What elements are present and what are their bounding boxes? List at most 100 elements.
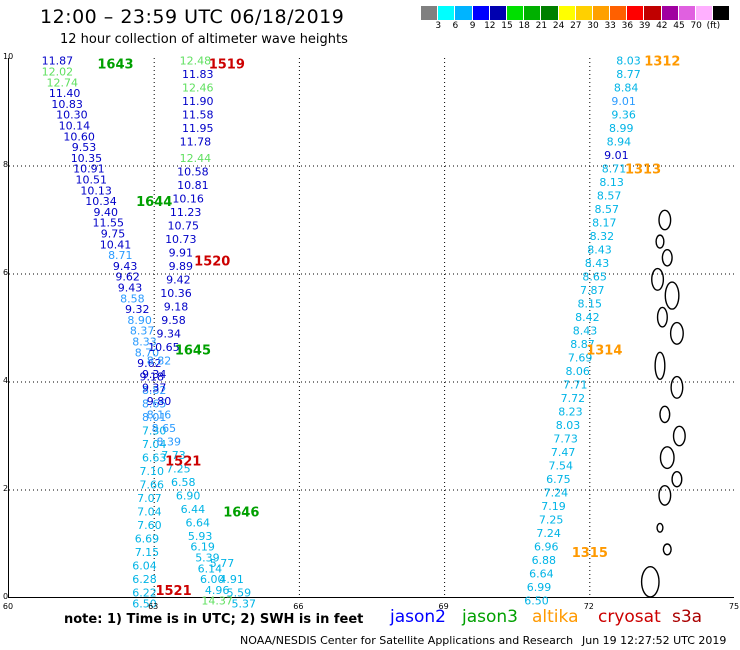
map-plot-area[interactable]: 11.87 12.02 12.74 11.40 10.83 10.30 10.14 10.60… [8, 55, 735, 610]
wave-height-value: 6.50 [524, 595, 549, 608]
wave-height-value: 11.95 [182, 122, 214, 135]
color-swatch [713, 6, 731, 20]
wave-height-value: 6.04 [132, 560, 157, 573]
wave-height-value: 10.35 [71, 152, 103, 165]
wave-height-value: 11.90 [182, 95, 214, 108]
wave-height-value: 9.75 [101, 228, 126, 241]
wave-height-value: 7.72 [561, 392, 586, 405]
latitude-tick-label: 2 [3, 484, 9, 493]
wave-height-value: 6.99 [527, 581, 552, 594]
wave-height-value: 8.82 [142, 384, 167, 397]
wave-height-value: 6.63 [142, 452, 167, 465]
pass-number-label: 1645 [175, 344, 211, 359]
longitude-tick-label: 60 [2, 602, 14, 611]
wave-height-value: 5.59 [227, 587, 252, 600]
wave-height-value: 7.25 [539, 514, 564, 527]
wave-height-value: 8.65 [142, 398, 167, 411]
wave-height-value: 9.01 [611, 95, 636, 108]
atoll-outline [651, 267, 665, 291]
wave-height-value: 8.65 [152, 422, 177, 435]
atoll-outline [658, 209, 672, 231]
wave-height-value: 9.43 [113, 260, 138, 273]
wave-height-value: 14.37 [201, 595, 233, 608]
wave-height-value: 10.13 [80, 184, 112, 197]
pass-number-label: 1519 [209, 57, 245, 72]
wave-height-value: 8.06 [565, 365, 590, 378]
pass-number-label: 1644 [136, 195, 172, 210]
pass-number-label: 1520 [194, 255, 230, 270]
wave-height-value: 11.55 [92, 217, 124, 230]
wave-height-value: 10.34 [85, 195, 117, 208]
wave-height-value: 10.65 [148, 341, 180, 354]
color-swatch [627, 6, 645, 20]
wave-height-value: 7.73 [161, 449, 186, 462]
wave-height-value: 8.17 [592, 217, 617, 230]
wave-height-value: 8.43 [587, 244, 612, 257]
atoll-outline [654, 351, 666, 380]
wave-height-value: 11.58 [182, 109, 214, 122]
color-scale-label: 24 [552, 21, 565, 31]
color-scale-bar [421, 6, 731, 20]
latitude-tick-label: 0 [3, 592, 9, 601]
longitude-tick-label: 66 [293, 602, 304, 611]
color-swatch [696, 6, 714, 20]
map-title: 12:00 – 23:59 UTC 06/18/2019 [40, 6, 345, 28]
pass-number-label: 1646 [223, 506, 259, 521]
color-swatch [489, 6, 507, 20]
atoll-outline [655, 234, 665, 249]
legend-cryosat: cryosat [598, 607, 661, 627]
wave-height-value: 5.37 [231, 597, 256, 610]
wave-height-value: 6.50 [132, 597, 157, 610]
wave-height-value: 6.00 [200, 573, 225, 586]
wave-height-value: 7.54 [549, 460, 574, 473]
atoll-outline [658, 484, 672, 506]
color-swatch [661, 6, 679, 20]
color-swatch [541, 6, 559, 20]
credit-line: NOAA/NESDIS Center for Satellite Applica… [240, 634, 574, 647]
color-scale-label: (ft) [706, 21, 721, 31]
wave-height-value: 8.37 [130, 325, 155, 338]
color-scale-label: 9 [469, 21, 476, 31]
wave-height-value: 7.71 [563, 379, 588, 392]
color-swatch [421, 6, 439, 20]
map-canvas[interactable]: 11.8712.0212.7411.4010.8310.3010.1410.60… [9, 55, 735, 610]
color-scale-label: 70 [690, 21, 702, 31]
wave-height-value: 10.30 [56, 109, 88, 122]
wave-height-value: 9.01 [604, 149, 629, 162]
wave-height-value: 6.75 [546, 473, 571, 486]
wave-height-value: 8.16 [147, 408, 172, 421]
wave-height-value: 10.36 [160, 287, 192, 300]
wave-height-value: 8.71 [602, 163, 627, 176]
wave-height-value: 10.81 [177, 179, 209, 192]
wave-height-value: 11.40 [49, 87, 81, 100]
wave-height-value: 6.96 [534, 541, 559, 554]
color-scale-label: 18 [518, 21, 530, 31]
wave-height-value: 5.77 [210, 557, 235, 570]
wave-height-value: 8.43 [573, 325, 598, 338]
color-scale-label: 33 [604, 21, 616, 31]
color-scale-label: 39 [638, 21, 651, 31]
wave-height-value: 6.44 [181, 503, 206, 516]
wave-height-value: 9.91 [169, 246, 194, 259]
wave-height-value: 11.83 [182, 68, 214, 81]
wave-height-value: 7.24 [544, 487, 569, 500]
atoll-outline [656, 522, 664, 533]
atoll-outline [662, 543, 672, 556]
wave-height-value: 12.74 [46, 76, 78, 89]
wave-height-value: 12.02 [42, 66, 74, 79]
wave-height-value: 10.75 [167, 219, 199, 232]
wave-height-value: 6.90 [176, 489, 201, 502]
wave-height-value: 9.62 [115, 271, 140, 284]
wave-height-value: 7.04 [137, 506, 162, 519]
wave-height-value: 11.23 [170, 206, 202, 219]
longitude-tick-label: 69 [438, 602, 449, 611]
color-scale-label: 6 [452, 21, 459, 31]
wave-height-value: 8.33 [132, 336, 157, 349]
wave-height-value: 7.73 [553, 433, 578, 446]
wave-height-value: 7.19 [541, 500, 566, 513]
wave-height-value: 10.91 [73, 163, 105, 176]
color-scale-labels: 3 6 9 12 15 18 21 24 27 30 33 36 39 42 45 70 (ft) [421, 21, 740, 33]
wave-height-value: 10.83 [51, 98, 83, 111]
wave-height-value: 7.87 [580, 284, 605, 297]
color-scale-label: 30 [587, 21, 599, 31]
